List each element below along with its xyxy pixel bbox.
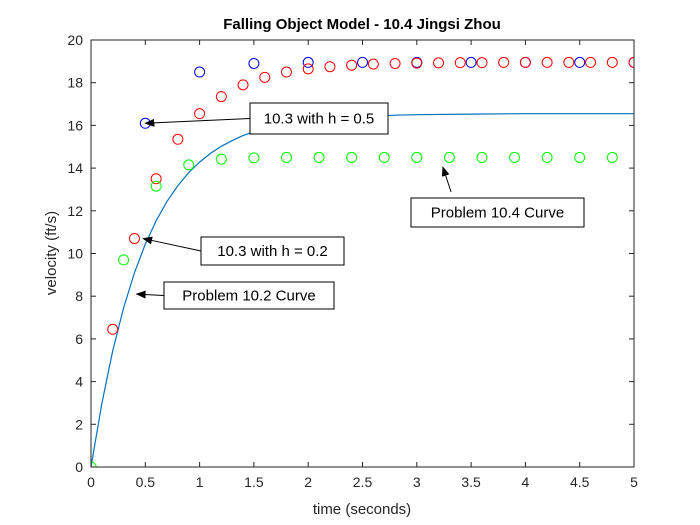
series-line-0 xyxy=(91,113,634,467)
y-tick-label: 8 xyxy=(75,288,83,304)
data-point xyxy=(128,233,140,245)
data-point xyxy=(313,151,325,163)
data-point xyxy=(541,151,553,163)
x-tick-label: 5 xyxy=(630,474,638,490)
annotation-0: 10.3 with h = 0.5 xyxy=(144,102,389,135)
y-tick-label: 2 xyxy=(75,416,83,432)
data-point xyxy=(172,133,184,145)
series-markers-2 xyxy=(107,56,634,335)
data-point xyxy=(367,58,379,70)
y-tick-label: 14 xyxy=(67,160,83,176)
x-tick-label: 2 xyxy=(304,474,312,490)
data-layer xyxy=(91,56,634,467)
data-point xyxy=(411,57,423,69)
annotation-text: Problem 10.2 Curve xyxy=(182,288,315,305)
data-point xyxy=(606,56,618,68)
x-tick-label: 0.5 xyxy=(136,474,156,490)
data-point xyxy=(302,56,314,68)
y-tick-label: 0 xyxy=(75,459,83,475)
annotation-arrow xyxy=(144,118,251,127)
x-tick-label: 4.5 xyxy=(570,474,590,490)
annotation-box xyxy=(163,281,335,310)
data-point xyxy=(465,56,477,68)
annotation-text: 10.3 with h = 0.5 xyxy=(264,111,375,128)
data-point xyxy=(454,57,466,69)
data-point xyxy=(324,61,336,73)
chart-title: Falling Object Model - 10.4 Jingsi Zhou xyxy=(223,16,501,33)
data-point xyxy=(563,56,575,68)
annotation-text: 10.3 with h = 0.2 xyxy=(217,243,328,260)
annotation-1: 10.3 with h = 0.2 xyxy=(142,236,345,266)
data-point xyxy=(498,56,510,68)
data-point xyxy=(302,63,314,75)
data-point xyxy=(389,57,401,69)
annotations: 10.3 with h = 0.5 10.3 with h = 0.2 Proble… xyxy=(135,102,585,310)
plot-frame xyxy=(90,39,635,468)
data-point xyxy=(215,91,227,103)
data-point xyxy=(248,152,260,164)
data-point xyxy=(433,57,445,69)
data-point xyxy=(574,56,586,68)
y-tick-label: 6 xyxy=(75,331,83,347)
data-point xyxy=(118,254,130,266)
x-axis-label: time (seconds) xyxy=(313,501,411,518)
data-point xyxy=(585,56,597,68)
x-tick-label: 3 xyxy=(413,474,421,490)
y-tick-label: 12 xyxy=(67,203,83,219)
annotation-box xyxy=(200,236,345,266)
data-point xyxy=(150,180,162,192)
y-tick-label: 10 xyxy=(67,246,83,262)
data-point xyxy=(150,173,162,185)
data-point xyxy=(194,108,206,120)
data-point xyxy=(346,151,358,163)
y-tick-label: 16 xyxy=(67,117,83,133)
annotation-box xyxy=(410,197,585,228)
x-tick-label: 1 xyxy=(196,474,204,490)
data-point xyxy=(357,56,368,68)
data-point xyxy=(346,59,358,71)
data-point xyxy=(215,153,227,165)
data-point xyxy=(519,56,531,68)
data-point xyxy=(248,57,260,69)
data-point xyxy=(411,151,423,163)
y-tick-label: 4 xyxy=(75,374,83,390)
annotation-text: Problem 10.4 Curve xyxy=(431,205,564,222)
x-tick-label: 4 xyxy=(522,474,530,490)
x-tick-label: 1.5 xyxy=(244,474,264,490)
data-point xyxy=(476,151,488,163)
data-point xyxy=(280,151,292,163)
data-point xyxy=(509,151,521,163)
annotation-arrow xyxy=(142,236,202,252)
data-point xyxy=(237,79,249,91)
y-tick-label: 18 xyxy=(67,75,83,91)
x-tick-label: 3.5 xyxy=(461,474,481,490)
annotation-arrow xyxy=(135,290,165,299)
data-point xyxy=(107,323,119,335)
axis-ticks: 0 0.5 1 1.5 2 2.5 3 3.5 4 4.5 5 0 2 4 6 8 10 12 14 16 18 20 xyxy=(67,32,638,490)
data-point xyxy=(574,151,586,163)
data-point xyxy=(259,71,271,83)
x-tick-label: 0 xyxy=(87,474,95,490)
data-point xyxy=(378,151,390,163)
y-axis-label: velocity (ft/s) xyxy=(43,211,60,295)
x-tick-label: 2.5 xyxy=(353,474,373,490)
annotation-arrow xyxy=(441,166,452,193)
series-markers-3 xyxy=(91,151,618,467)
data-point xyxy=(628,56,634,68)
y-tick-label: 20 xyxy=(67,32,83,48)
data-point xyxy=(476,57,488,69)
annotation-box xyxy=(249,102,389,135)
data-point xyxy=(280,66,292,78)
data-point xyxy=(541,56,553,68)
data-point xyxy=(443,151,455,163)
data-point xyxy=(606,151,618,163)
annotation-2: Problem 10.2 Curve xyxy=(135,281,335,310)
data-point xyxy=(194,66,206,78)
data-point xyxy=(183,159,195,171)
annotation-3: Problem 10.4 Curve xyxy=(410,166,585,228)
